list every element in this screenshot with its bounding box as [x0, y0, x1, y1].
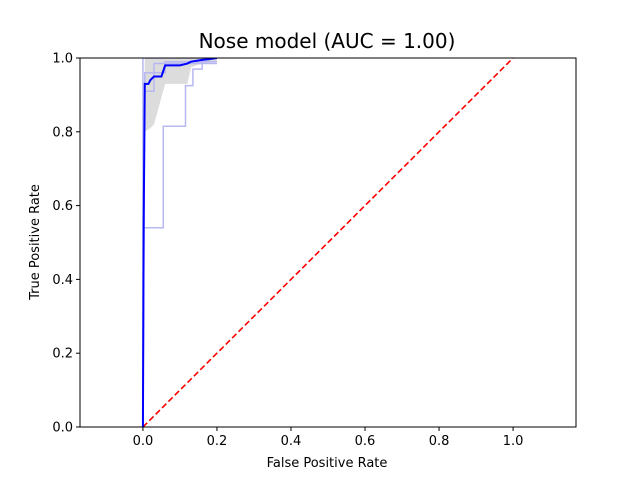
y-tick-label: 1.0 [52, 52, 73, 67]
y-axis-label: True Positive Rate [28, 184, 43, 301]
plot-area: 0.0 0.2 0.4 0.6 0.8 1.0 0.0 0.2 0.4 0.6 0.8 1.0 [52, 52, 577, 449]
x-tick-label: 0.8 [429, 434, 450, 449]
y-tick-label: 0.4 [52, 273, 73, 288]
std-band-area [142, 58, 217, 427]
chance-line [142, 58, 514, 427]
mean-roc-line [141, 58, 218, 427]
y-tick-label: 0.6 [52, 199, 73, 214]
x-tick-label: 0.2 [207, 434, 228, 449]
chart-title: Nose model (AUC = 1.00) [199, 29, 456, 53]
fold-roc-line-2 [142, 58, 217, 427]
x-tick-label: 0.6 [355, 434, 376, 449]
y-tick-label: 0.8 [52, 125, 73, 140]
y-tick-label: 0.0 [52, 421, 73, 436]
x-tick-label: 0.0 [133, 434, 154, 449]
x-axis-label: False Positive Rate [267, 456, 388, 471]
plot-content [141, 58, 514, 427]
x-tick-label: 1.0 [503, 434, 524, 449]
axes-frame [79, 57, 577, 428]
y-tick-label: 0.2 [52, 347, 73, 362]
x-tick-label: 0.4 [281, 434, 302, 449]
